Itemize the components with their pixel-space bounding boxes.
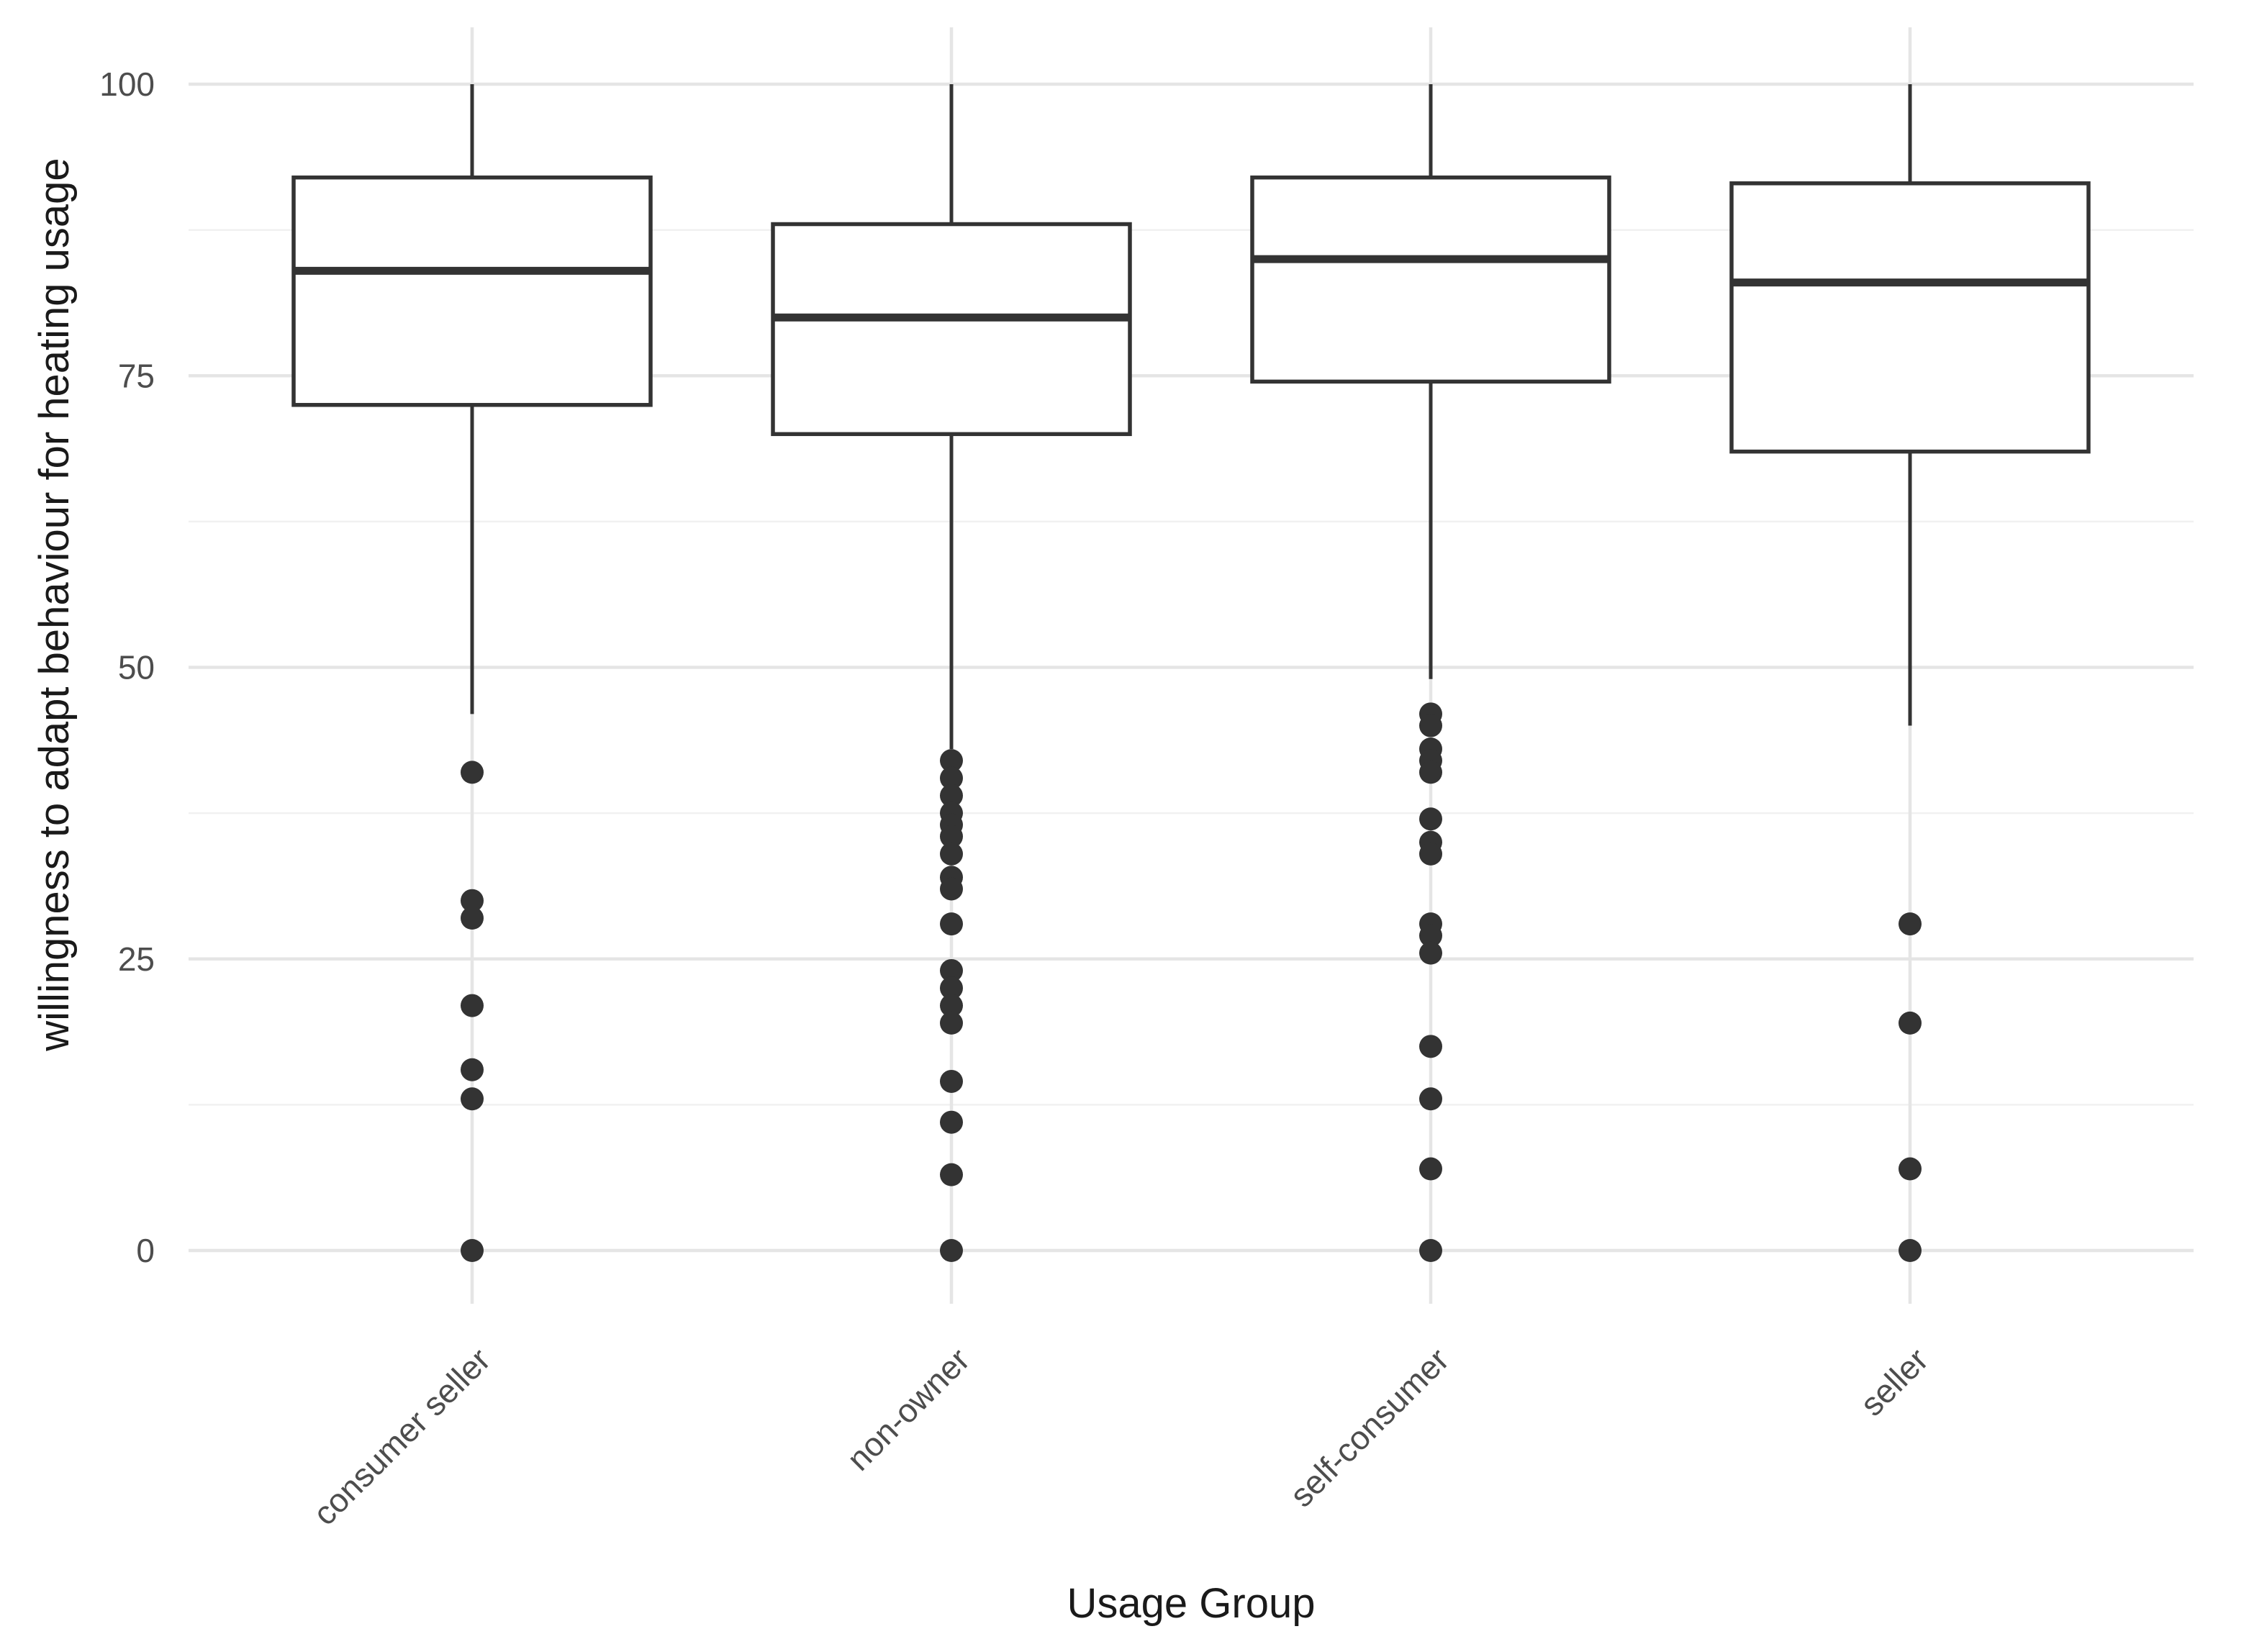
outlier-dot bbox=[940, 784, 963, 807]
box-group-seller bbox=[1729, 84, 2091, 1262]
outlier-dot bbox=[940, 766, 963, 790]
outlier-dot bbox=[1419, 1087, 1442, 1111]
x-tick-label: self-consumer bbox=[1282, 1340, 1456, 1514]
iqr-box bbox=[771, 222, 1132, 437]
outlier-dot bbox=[940, 958, 963, 982]
x-tick-label: seller bbox=[1853, 1340, 1936, 1423]
box-group-non-owner bbox=[771, 84, 1132, 1262]
outlier-dot bbox=[1899, 1011, 1922, 1035]
y-axis-title: willingness to adapt behaviour for heati… bbox=[31, 158, 78, 1051]
outlier-dot bbox=[940, 1110, 963, 1134]
outlier-dot bbox=[940, 912, 963, 936]
x-tick-label: non-owner bbox=[840, 1340, 977, 1477]
y-tick-label: 0 bbox=[136, 1232, 155, 1269]
outlier-dot bbox=[461, 1058, 484, 1081]
outlier-dot bbox=[461, 1087, 484, 1111]
outlier-dot bbox=[1419, 1035, 1442, 1058]
outlier-dot bbox=[940, 749, 963, 773]
outlier-dot bbox=[940, 976, 963, 1000]
y-tick-label: 50 bbox=[118, 649, 155, 686]
outlier-dot bbox=[461, 1239, 484, 1262]
iqr-box bbox=[1729, 181, 2091, 454]
outlier-dot bbox=[940, 994, 963, 1017]
outlier-dot bbox=[461, 907, 484, 930]
outlier-dot bbox=[1419, 941, 1442, 965]
plot-layer bbox=[291, 84, 2091, 1262]
outlier-dot bbox=[1419, 1239, 1442, 1262]
outlier-dot bbox=[940, 1011, 963, 1035]
outlier-dot bbox=[1899, 1157, 1922, 1181]
iqr-box bbox=[1250, 175, 1611, 384]
y-tick-label: 25 bbox=[118, 940, 155, 978]
outlier-dot bbox=[940, 825, 963, 848]
outlier-dot bbox=[940, 842, 963, 866]
outlier-dot bbox=[461, 994, 484, 1017]
outlier-dot bbox=[940, 1239, 963, 1262]
x-axis-title: Usage Group bbox=[1067, 1580, 1316, 1627]
outlier-dot bbox=[461, 761, 484, 784]
outlier-dot bbox=[940, 1163, 963, 1186]
outlier-dot bbox=[1419, 761, 1442, 784]
outlier-dot bbox=[1899, 1239, 1922, 1262]
outlier-dot bbox=[461, 889, 484, 912]
box-group-self-consumer bbox=[1250, 84, 1611, 1262]
outlier-dot bbox=[1899, 912, 1922, 936]
outlier-dot bbox=[940, 1069, 963, 1093]
outlier-dot bbox=[940, 877, 963, 901]
outlier-dot bbox=[1419, 842, 1442, 866]
iqr-box bbox=[291, 175, 653, 407]
outlier-dot bbox=[1419, 1157, 1442, 1181]
outlier-dot bbox=[1419, 807, 1442, 831]
outlier-dot bbox=[1419, 924, 1442, 948]
y-tick-label: 100 bbox=[99, 65, 155, 103]
box-group-consumer-seller bbox=[291, 84, 653, 1262]
x-tick-label: consumer seller bbox=[306, 1340, 497, 1532]
y-tick-label: 75 bbox=[118, 357, 155, 394]
outlier-dot bbox=[1419, 714, 1442, 738]
